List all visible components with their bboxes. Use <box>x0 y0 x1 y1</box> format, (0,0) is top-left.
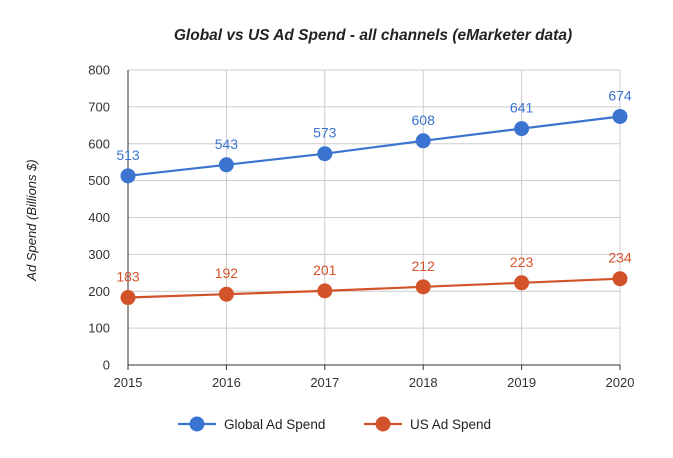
data-point <box>219 287 234 302</box>
y-tick-label: 300 <box>88 247 110 262</box>
data-label: 223 <box>510 254 534 270</box>
chart-title: Global vs US Ad Spend - all channels (eM… <box>174 27 572 44</box>
legend: Global Ad Spend US Ad Spend <box>178 417 491 433</box>
data-point <box>121 168 136 183</box>
data-point <box>416 279 431 294</box>
y-tick-label: 0 <box>103 358 110 373</box>
data-point <box>317 283 332 298</box>
data-point <box>514 121 529 136</box>
x-tick-label: 2017 <box>310 375 339 390</box>
line-chart: Global vs US Ad Spend - all channels (eM… <box>0 0 673 458</box>
y-tick-label: 400 <box>88 210 110 225</box>
data-label: 201 <box>313 262 337 278</box>
series-layer <box>121 109 628 305</box>
data-label: 192 <box>215 265 239 281</box>
y-axis-label: Ad Spend (Billions $) <box>24 159 39 281</box>
data-label: 543 <box>215 136 239 152</box>
legend-swatch-marker <box>190 417 205 432</box>
data-label: 234 <box>608 250 632 266</box>
data-point <box>219 157 234 172</box>
grid-layer <box>128 70 620 365</box>
axis-layer: 0 100 200 300 400 500 600 700 800 2015 2016 2017 201… <box>88 63 634 391</box>
y-tick-label: 800 <box>88 63 110 78</box>
data-point <box>613 271 628 286</box>
data-point <box>514 275 529 290</box>
legend-entry-label: US Ad Spend <box>410 417 491 432</box>
data-label: 212 <box>412 258 436 274</box>
data-label: 674 <box>608 87 632 103</box>
y-tick-label: 600 <box>88 136 110 151</box>
data-label-layer: 513 543 573 608 641 674 183 192 201 212 223 234 <box>116 87 632 284</box>
y-tick-label: 100 <box>88 321 110 336</box>
data-label: 573 <box>313 125 337 141</box>
x-tick-label: 2018 <box>409 375 438 390</box>
chart-container: Global vs US Ad Spend - all channels (eM… <box>0 0 673 458</box>
data-point <box>613 109 628 124</box>
data-label: 513 <box>116 147 140 163</box>
data-label: 183 <box>116 269 140 285</box>
legend-swatch-marker <box>376 417 391 432</box>
series-line-1 <box>128 117 620 176</box>
series-line-2 <box>128 279 620 298</box>
x-tick-label: 2015 <box>114 375 143 390</box>
y-tick-label: 500 <box>88 173 110 188</box>
data-point <box>121 290 136 305</box>
x-tick-label: 2016 <box>212 375 241 390</box>
y-tick-label: 700 <box>88 99 110 114</box>
data-point <box>317 146 332 161</box>
data-label: 641 <box>510 100 534 116</box>
x-tick-label: 2019 <box>507 375 536 390</box>
data-point <box>416 133 431 148</box>
data-label: 608 <box>412 112 436 128</box>
y-tick-label: 200 <box>88 284 110 299</box>
legend-entry-label: Global Ad Spend <box>224 417 325 432</box>
x-tick-label: 2020 <box>606 375 635 390</box>
